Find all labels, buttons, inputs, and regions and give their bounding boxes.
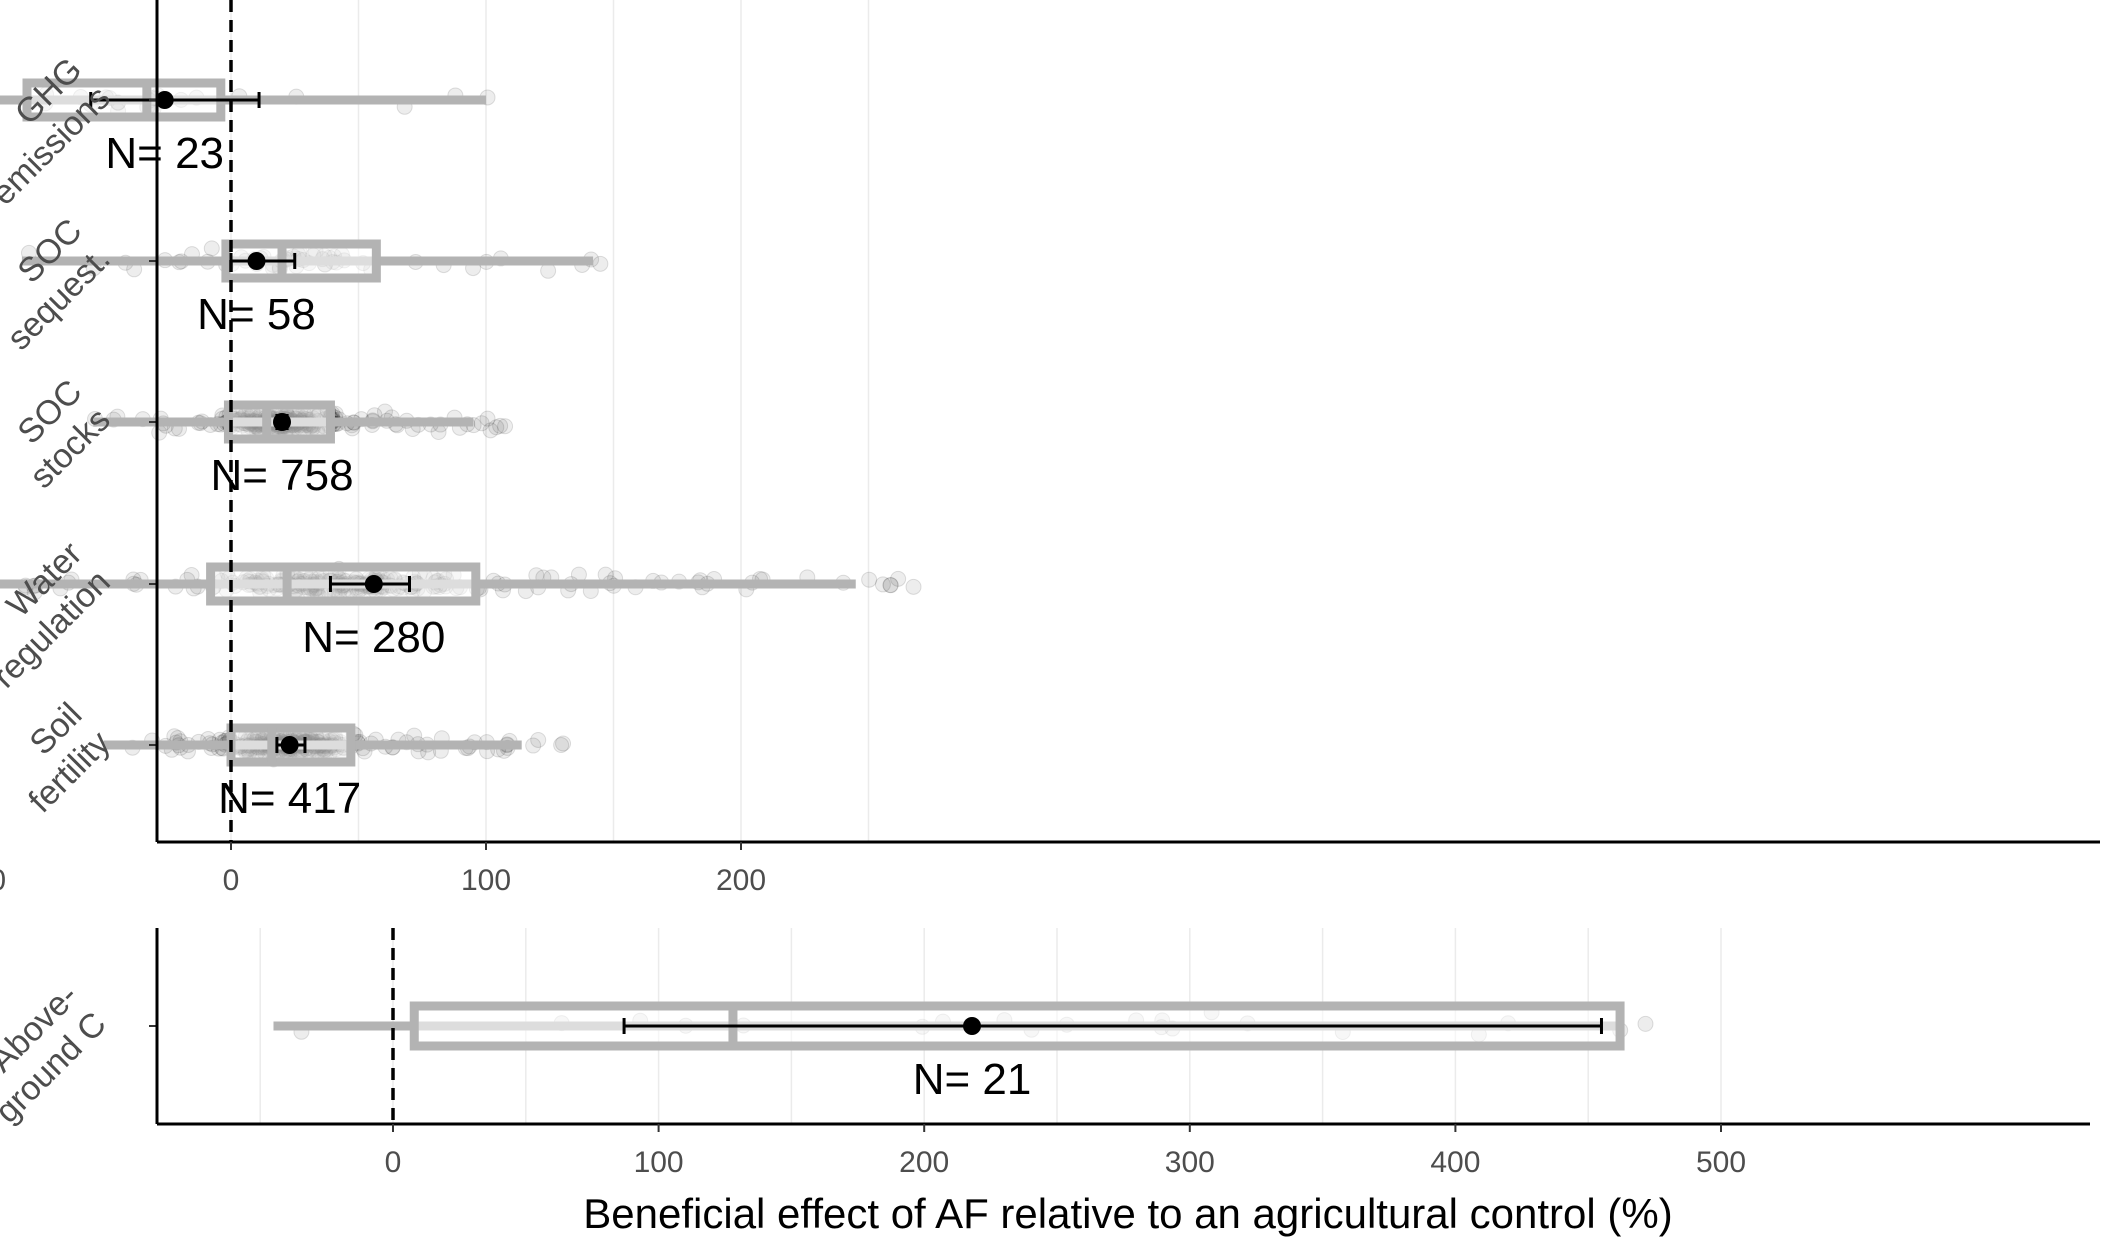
bottom-panel: N= 21 0 100 200 300 400 500 Above-ground C	[0, 928, 2090, 1179]
x-tick-label: 500	[1696, 1146, 1746, 1179]
jitter-point	[203, 240, 220, 257]
jitter-point	[530, 731, 547, 748]
jitter-point	[540, 262, 557, 279]
x-tick-label: 200	[899, 1146, 949, 1179]
jitter-point	[555, 735, 572, 752]
jitter-point	[861, 571, 878, 588]
iqr-box	[226, 723, 356, 767]
jitter-point	[479, 410, 496, 427]
x-axis-title: Beneficial effect of AF relative to an a…	[583, 1190, 1672, 1237]
jitter-point	[882, 577, 899, 594]
x-tick-label: 200	[716, 864, 766, 897]
bottom-category-labels: Above-ground C	[0, 977, 114, 1131]
n-label: N= 758	[210, 451, 353, 500]
top-panel: N= 23 N= 58 N= 758 N= 280 N= 417 -100 0 100 200…	[0, 0, 2100, 897]
x-tick-label: 0	[385, 1146, 402, 1179]
iqr-box	[206, 562, 481, 606]
jitter-point	[430, 424, 447, 441]
x-tick-label: 100	[461, 864, 511, 897]
jitter-point	[492, 417, 509, 434]
n-label: N= 21	[913, 1055, 1032, 1104]
jitter-point	[473, 415, 490, 432]
top-n-labels: N= 23 N= 58 N= 758 N= 280 N= 417	[105, 129, 445, 823]
mean-point	[963, 1017, 982, 1035]
bottom-axes	[149, 928, 2090, 1132]
jitter-point	[488, 419, 505, 436]
mean-point	[247, 252, 266, 270]
jitter-point	[882, 577, 899, 594]
jitter-point	[890, 570, 907, 587]
mean-point	[155, 91, 174, 109]
category-label: Above-ground C	[0, 977, 114, 1131]
top-x-tick-labels: -100 0 100 200	[0, 864, 766, 897]
n-label: N= 280	[302, 613, 445, 662]
x-tick-label: 100	[634, 1146, 684, 1179]
top-boxplots	[0, 78, 856, 767]
bottom-means	[622, 1017, 1603, 1035]
n-label: N= 417	[218, 774, 361, 823]
top-means	[89, 91, 411, 754]
top-axes	[149, 0, 2100, 850]
jitter-point	[874, 576, 891, 593]
bottom-n-labels: N= 21	[913, 1055, 1032, 1104]
x-tick-label: 400	[1430, 1146, 1480, 1179]
jitter-point	[1637, 1015, 1654, 1032]
mean-point	[364, 575, 383, 593]
mean-point	[273, 413, 291, 431]
n-label: N= 58	[197, 290, 316, 339]
jitter-point	[553, 737, 570, 754]
bottom-x-tick-labels: 0 100 200 300 400 500	[385, 1146, 1746, 1179]
jitter-point	[151, 424, 168, 441]
jitter-point	[525, 737, 542, 754]
jitter-point	[905, 578, 922, 595]
n-label: N= 23	[105, 129, 224, 178]
mean-point	[280, 736, 299, 754]
x-tick-label: 300	[1165, 1146, 1215, 1179]
x-tick-label: 0	[223, 864, 240, 897]
top-jitter-points	[17, 86, 922, 768]
jitter-point	[482, 422, 499, 439]
jitter-point	[592, 255, 609, 272]
jitter-point	[497, 418, 514, 435]
x-tick-label: -100	[0, 864, 6, 897]
